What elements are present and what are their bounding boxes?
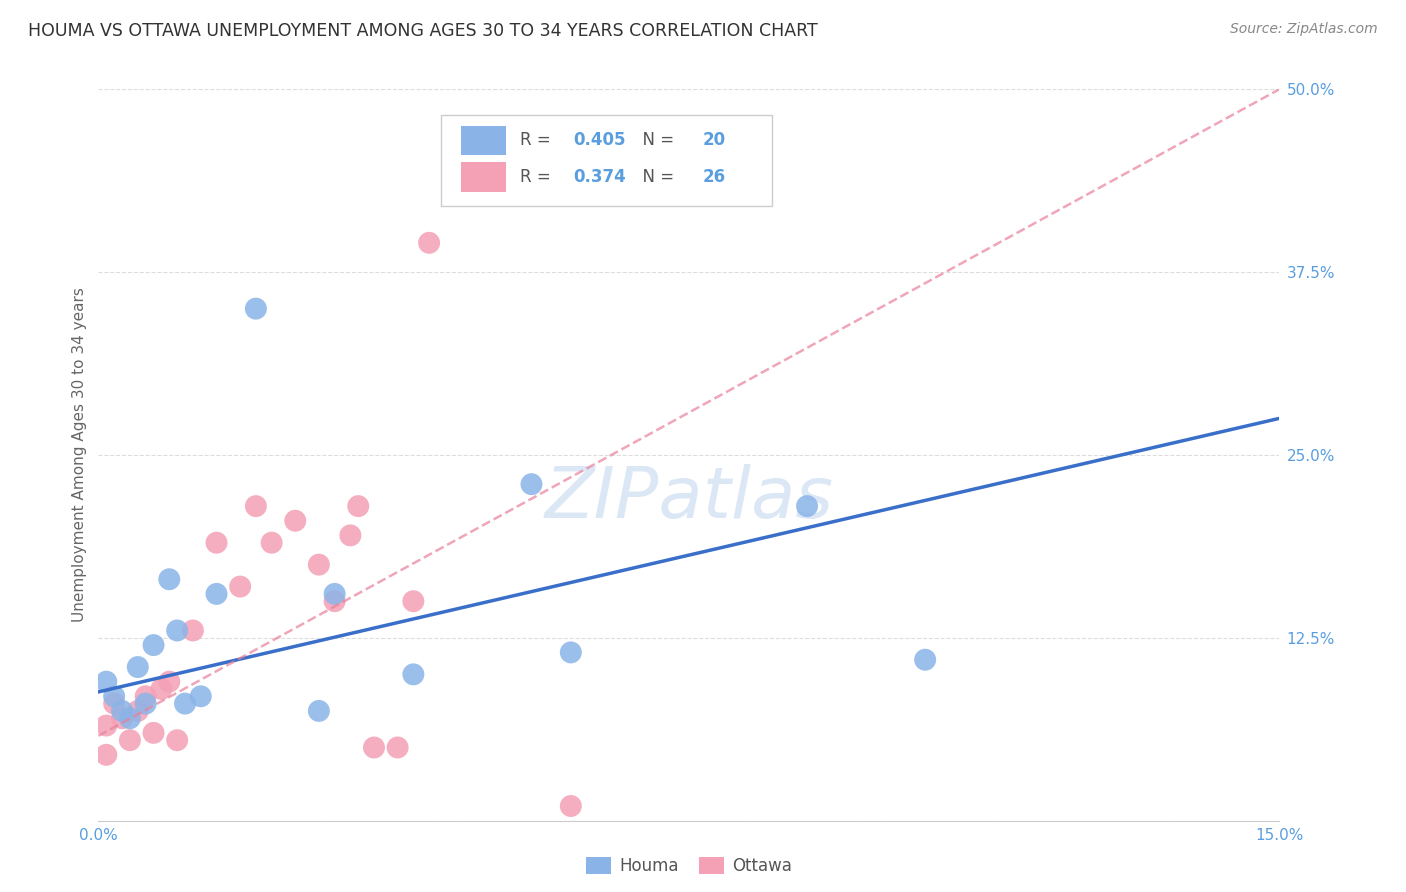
Point bbox=[914, 653, 936, 667]
Point bbox=[308, 558, 330, 572]
Point bbox=[387, 740, 409, 755]
Y-axis label: Unemployment Among Ages 30 to 34 years: Unemployment Among Ages 30 to 34 years bbox=[72, 287, 87, 623]
Text: R =: R = bbox=[520, 131, 555, 149]
Point bbox=[181, 624, 204, 638]
Point bbox=[135, 697, 157, 711]
Point bbox=[150, 681, 173, 696]
Point bbox=[135, 690, 157, 704]
Text: HOUMA VS OTTAWA UNEMPLOYMENT AMONG AGES 30 TO 34 YEARS CORRELATION CHART: HOUMA VS OTTAWA UNEMPLOYMENT AMONG AGES … bbox=[28, 22, 818, 40]
Point bbox=[284, 514, 307, 528]
Text: N =: N = bbox=[633, 131, 679, 149]
Point bbox=[111, 704, 134, 718]
Point bbox=[96, 718, 118, 732]
Point bbox=[157, 674, 180, 689]
Point bbox=[245, 301, 267, 316]
Point bbox=[363, 740, 385, 755]
Point bbox=[520, 477, 543, 491]
FancyBboxPatch shape bbox=[461, 162, 506, 192]
Point bbox=[142, 726, 165, 740]
Point bbox=[157, 572, 180, 586]
Point bbox=[103, 697, 125, 711]
Point bbox=[347, 499, 370, 513]
Point bbox=[418, 235, 440, 250]
Legend: Houma, Ottawa: Houma, Ottawa bbox=[579, 850, 799, 882]
FancyBboxPatch shape bbox=[461, 126, 506, 155]
Point bbox=[308, 704, 330, 718]
Point bbox=[190, 690, 212, 704]
Point bbox=[127, 704, 149, 718]
Text: ZIPatlas: ZIPatlas bbox=[544, 465, 834, 533]
Point bbox=[205, 587, 228, 601]
Point bbox=[260, 535, 283, 549]
Point bbox=[166, 733, 188, 747]
Text: 0.374: 0.374 bbox=[574, 168, 626, 186]
Point bbox=[174, 697, 197, 711]
Point bbox=[205, 535, 228, 549]
Text: Source: ZipAtlas.com: Source: ZipAtlas.com bbox=[1230, 22, 1378, 37]
Point bbox=[127, 660, 149, 674]
FancyBboxPatch shape bbox=[441, 115, 772, 206]
Text: 26: 26 bbox=[703, 168, 727, 186]
Point bbox=[560, 799, 582, 814]
Point bbox=[402, 667, 425, 681]
Text: 0.405: 0.405 bbox=[574, 131, 626, 149]
Point bbox=[96, 674, 118, 689]
Point bbox=[118, 711, 141, 725]
Text: R =: R = bbox=[520, 168, 555, 186]
Point bbox=[339, 528, 361, 542]
Point bbox=[323, 587, 346, 601]
Point bbox=[229, 580, 252, 594]
Point bbox=[103, 690, 125, 704]
Point bbox=[323, 594, 346, 608]
Point bbox=[118, 733, 141, 747]
Point bbox=[245, 499, 267, 513]
Point bbox=[111, 711, 134, 725]
Point bbox=[96, 747, 118, 762]
Point bbox=[796, 499, 818, 513]
Point bbox=[166, 624, 188, 638]
Point bbox=[142, 638, 165, 652]
Point bbox=[560, 645, 582, 659]
Point bbox=[402, 594, 425, 608]
Text: 20: 20 bbox=[703, 131, 727, 149]
Text: N =: N = bbox=[633, 168, 679, 186]
